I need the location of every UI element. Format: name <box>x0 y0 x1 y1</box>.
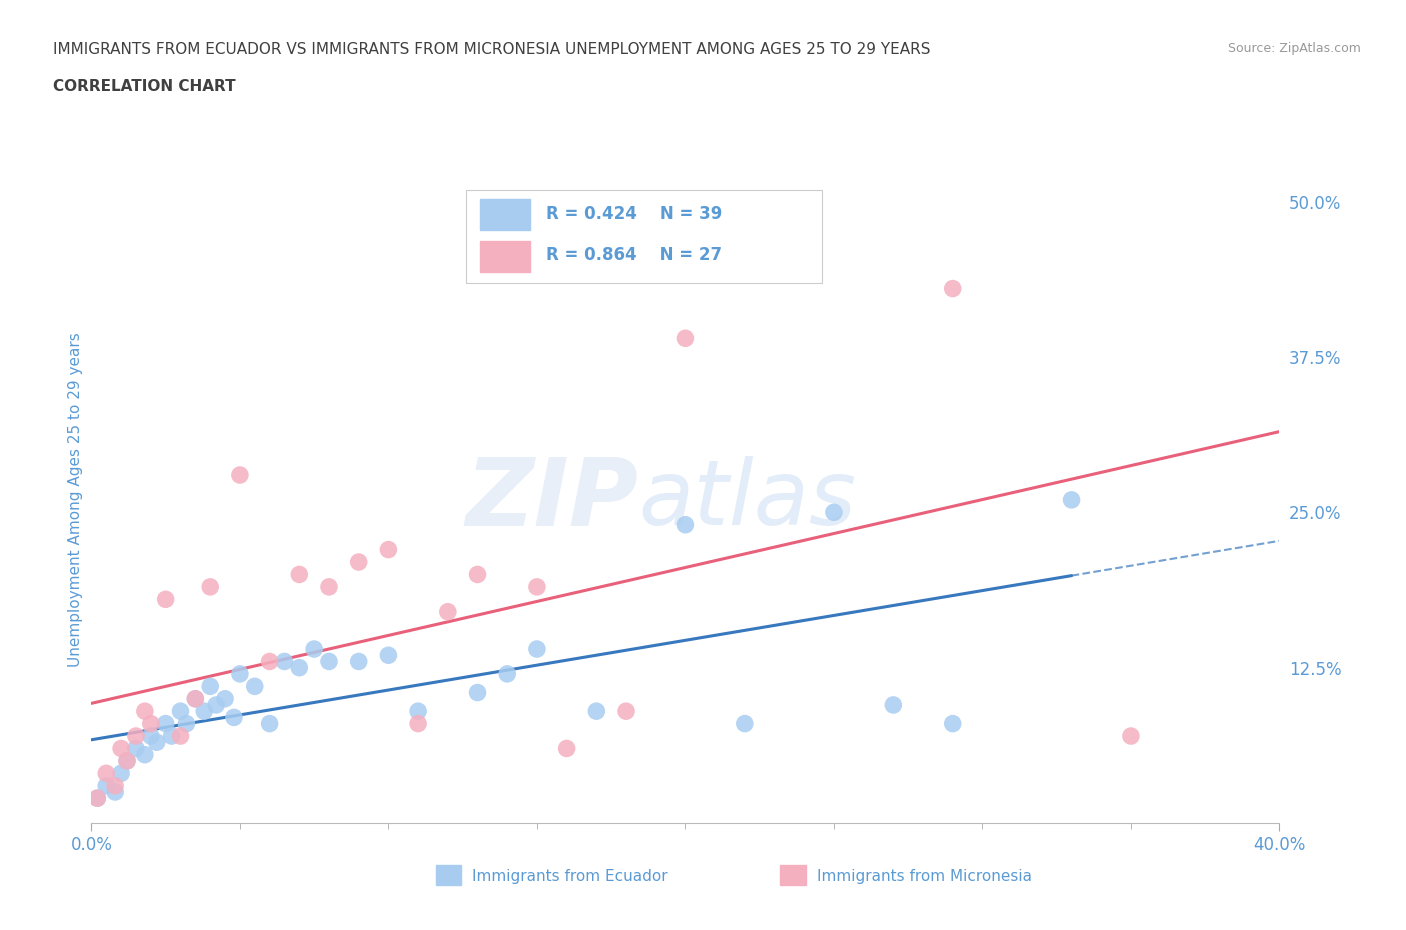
Point <box>436 604 458 619</box>
Point <box>259 716 281 731</box>
Point <box>496 667 519 682</box>
Point <box>125 728 148 743</box>
Point <box>882 698 904 712</box>
Point <box>184 691 207 706</box>
Point <box>115 753 138 768</box>
Text: ZIP: ZIP <box>465 454 638 546</box>
Point <box>176 716 198 731</box>
Point <box>942 716 965 731</box>
Point <box>526 642 548 657</box>
Y-axis label: Unemployment Among Ages 25 to 29 years: Unemployment Among Ages 25 to 29 years <box>67 333 83 667</box>
Point <box>406 704 429 719</box>
Bar <box>479 199 530 231</box>
Point <box>169 728 191 743</box>
Point <box>377 542 399 557</box>
Point <box>110 741 132 756</box>
Point <box>614 704 637 719</box>
Point <box>155 716 177 731</box>
Point <box>585 704 607 719</box>
Point <box>86 790 108 805</box>
Point <box>229 667 252 682</box>
Point <box>347 654 370 669</box>
Point <box>288 660 311 675</box>
Point <box>229 468 252 483</box>
Point <box>110 766 132 781</box>
Point <box>302 642 325 657</box>
Point <box>318 654 340 669</box>
Point <box>96 766 118 781</box>
Bar <box>479 241 530 272</box>
Point <box>942 281 965 296</box>
Point <box>734 716 756 731</box>
Text: Immigrants from Ecuador: Immigrants from Ecuador <box>472 870 668 884</box>
Point <box>273 654 295 669</box>
Point <box>145 735 167 750</box>
Point <box>139 728 162 743</box>
Text: R = 0.424    N = 39: R = 0.424 N = 39 <box>547 205 723 222</box>
Point <box>169 704 191 719</box>
Point <box>104 778 127 793</box>
Point <box>205 698 228 712</box>
Point <box>318 579 340 594</box>
FancyBboxPatch shape <box>465 190 823 284</box>
Text: IMMIGRANTS FROM ECUADOR VS IMMIGRANTS FROM MICRONESIA UNEMPLOYMENT AMONG AGES 25: IMMIGRANTS FROM ECUADOR VS IMMIGRANTS FR… <box>53 42 931 57</box>
Text: Source: ZipAtlas.com: Source: ZipAtlas.com <box>1227 42 1361 55</box>
Point <box>259 654 281 669</box>
Point <box>155 591 177 606</box>
Text: Immigrants from Micronesia: Immigrants from Micronesia <box>817 870 1032 884</box>
Point <box>1119 728 1142 743</box>
Point <box>555 741 578 756</box>
Point <box>96 778 118 793</box>
Point <box>104 785 127 800</box>
Point <box>134 704 156 719</box>
Point <box>214 691 236 706</box>
Text: CORRELATION CHART: CORRELATION CHART <box>53 79 236 94</box>
Point <box>673 517 696 532</box>
Point <box>243 679 266 694</box>
Text: atlas: atlas <box>638 456 856 544</box>
Point <box>115 753 138 768</box>
Point <box>86 790 108 805</box>
Point <box>467 567 489 582</box>
Point <box>184 691 207 706</box>
Point <box>673 331 696 346</box>
Point <box>139 716 162 731</box>
Point <box>288 567 311 582</box>
Point <box>823 505 845 520</box>
Point <box>200 579 222 594</box>
Point <box>193 704 215 719</box>
Text: R = 0.864    N = 27: R = 0.864 N = 27 <box>547 246 723 264</box>
Point <box>222 710 245 724</box>
Point <box>125 741 148 756</box>
Point <box>467 685 489 700</box>
Point <box>377 648 399 663</box>
Point <box>1060 493 1083 508</box>
Point <box>160 728 183 743</box>
Point <box>406 716 429 731</box>
Point <box>526 579 548 594</box>
Point <box>200 679 222 694</box>
Point <box>134 747 156 762</box>
Point <box>347 554 370 569</box>
